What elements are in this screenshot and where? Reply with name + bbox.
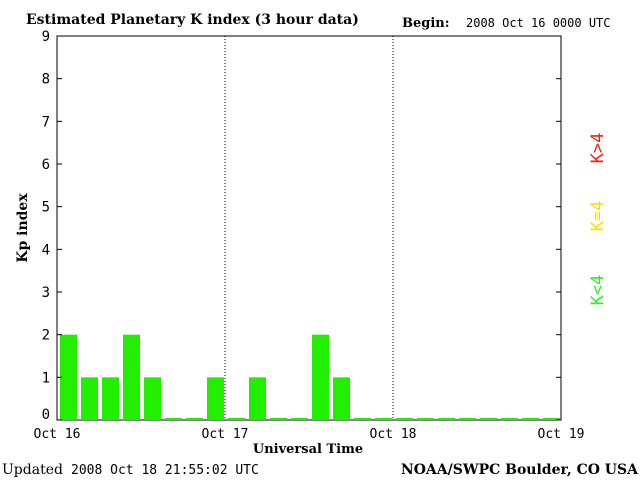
kp-bar [144,377,161,420]
legend-entry: K<4 [588,275,608,306]
updated-label: Updated [2,462,63,478]
legend: K<4 K=4 K>4 [588,133,608,306]
y-tick-label: 1 [42,370,50,386]
y-tick-label: 4 [42,242,50,258]
x-tick-label: Oct 17 [202,427,249,442]
kp-bar [333,377,350,420]
begin-label: Begin: [402,16,450,31]
kp-bar [207,377,224,420]
y-tick-label: 8 [42,72,50,88]
y-axis-label: Kp index [15,193,31,263]
kp-bar [396,418,413,420]
y-tick-label: 9 [42,29,50,45]
kp-bar [375,418,392,420]
kp-bar [417,418,434,420]
kp-bar [186,418,203,420]
legend-entry: K=4 [588,201,608,232]
kp-bar [522,418,539,420]
plot-area [56,35,562,421]
x-tick-label: Oct 19 [538,427,585,442]
y-tick-label: 6 [42,157,50,173]
day-separator-lines [224,36,394,420]
kp-bar [501,418,518,420]
kp-bar [102,377,119,420]
x-axis-label: Universal Time [253,442,363,457]
kp-bar [438,418,455,420]
y-tick-label: 7 [42,114,50,130]
updated-value: 2008 Oct 18 21:55:02 UTC [71,463,259,478]
kp-bar [354,418,371,420]
kp-bar [165,418,182,420]
y-axis-ticks: 0 1 2 3 4 5 6 7 8 9 [42,29,561,423]
y-tick-label: 0 [42,407,50,423]
chart-title: Estimated Planetary K index (3 hour data… [26,12,359,28]
source-credit: NOAA/SWPC Boulder, CO USA [401,462,639,478]
kp-bar [480,418,497,420]
x-axis-ticks: Oct 16 Oct 17 Oct 18 Oct 19 [34,427,585,442]
x-tick-label: Oct 18 [370,427,417,442]
x-tick-label: Oct 16 [34,427,81,442]
kp-bar [123,334,140,420]
kp-bar [312,334,329,420]
bar-series [60,334,560,420]
kp-bar [459,418,476,420]
kp-bar [60,334,77,420]
y-tick-label: 2 [42,328,50,344]
y-tick-label: 3 [42,285,50,301]
kp-bar [249,377,266,420]
kp-bar [81,377,98,420]
kp-bar [228,418,245,420]
kp-bar [270,418,287,420]
y-tick-label: 5 [42,200,50,216]
kp-bar [291,418,308,420]
kp-bar [543,418,560,420]
begin-value: 2008 Oct 16 0000 UTC [466,16,611,30]
legend-entry: K>4 [588,133,608,164]
